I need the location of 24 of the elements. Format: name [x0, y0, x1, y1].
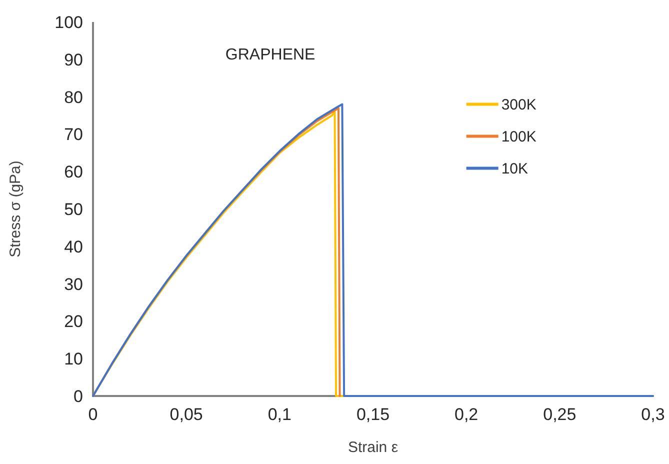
- y-tick-label: 70: [64, 125, 83, 144]
- x-tick-label: 0,3: [641, 405, 665, 424]
- y-tick-label: 0: [74, 386, 83, 406]
- y-axis-title: Stress σ (gPa): [7, 160, 24, 258]
- x-axis-title: Strain ε: [348, 439, 398, 456]
- x-tick-label: 0,1: [268, 405, 292, 424]
- legend-label: 300K: [501, 96, 536, 114]
- y-tick-label: 20: [64, 312, 83, 332]
- y-tick-label: 80: [64, 88, 83, 107]
- y-tick-label: 60: [64, 162, 83, 182]
- y-tick-label: 10: [64, 350, 83, 369]
- x-tick-label: 0,15: [356, 405, 390, 424]
- y-tick-label: 100: [54, 12, 83, 32]
- x-tick-label: 0: [88, 405, 98, 424]
- legend-label: 10K: [501, 160, 528, 178]
- legend-label: 100K: [501, 128, 536, 146]
- y-tick-label: 40: [64, 237, 83, 256]
- x-tick-label: 0,25: [543, 405, 576, 424]
- x-tick-label: 0,05: [170, 405, 203, 424]
- y-tick-label: 50: [64, 200, 83, 219]
- x-tick-label: 0,2: [454, 405, 478, 424]
- text: GRAPHENE: [225, 46, 316, 64]
- y-tick-label: 30: [64, 274, 83, 294]
- y-tick-label: 90: [64, 50, 83, 70]
